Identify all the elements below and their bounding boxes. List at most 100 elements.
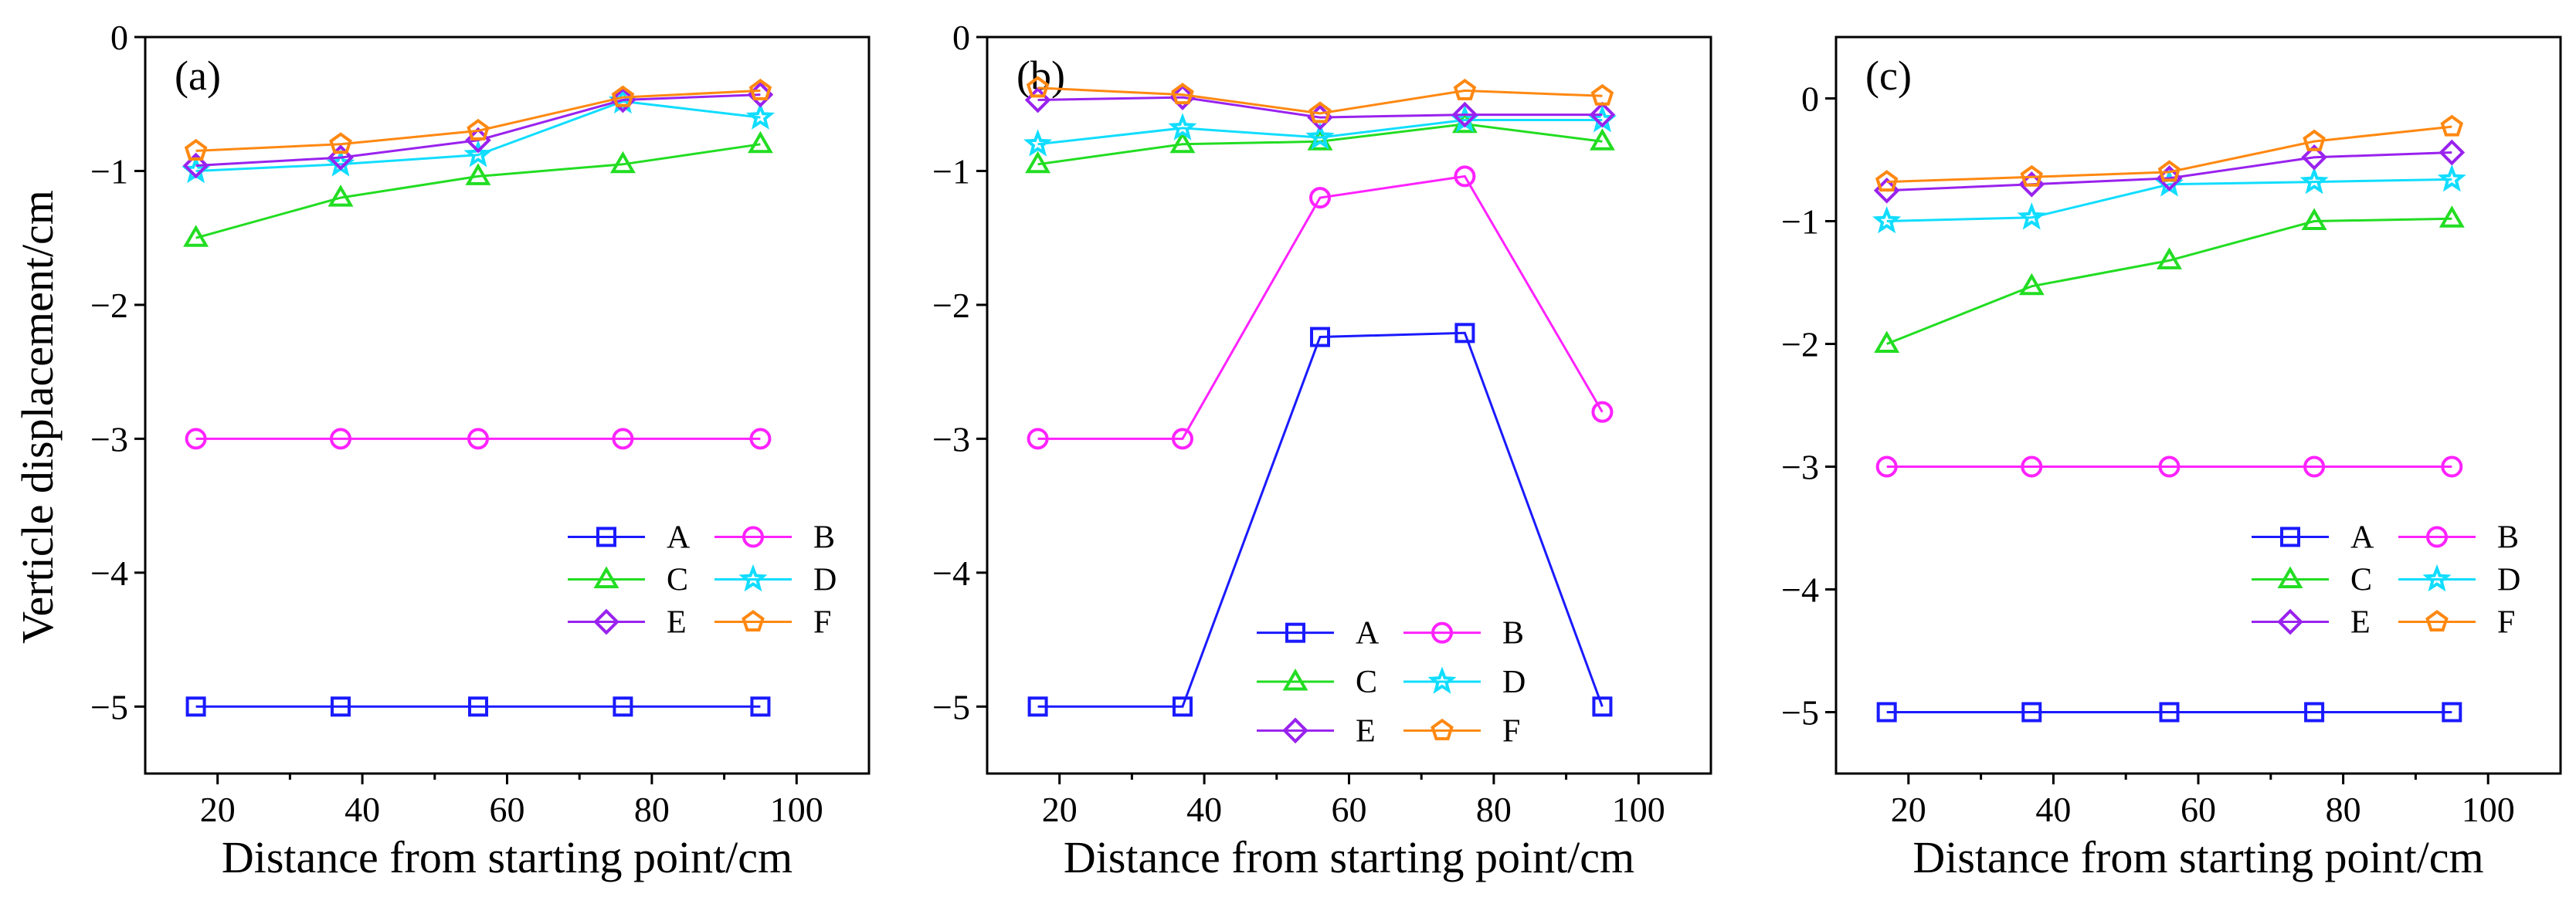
chart-panel: 20 40 60 80 100 0 −1 −2 −3 −4 −5 Distance from star… [90,18,871,882]
legend-entry: A [2252,520,2374,556]
y-tick-label: −5 [90,687,128,726]
data-point [749,428,772,450]
legend-marker [742,526,764,548]
data-point [2018,273,2045,296]
series-line [195,143,761,239]
legend-marker [2277,566,2303,588]
y-tick-label: −1 [932,151,970,191]
y-tick-label: −4 [932,554,970,593]
legend-entry: B [714,520,835,556]
series-F [184,78,772,161]
data-point [183,225,209,247]
y-tick-label: 0 [110,18,128,57]
series-F [1026,76,1614,124]
legend-entry: C [1257,665,1377,700]
data-point [329,132,352,154]
x-tick-label: 20 [1891,790,1926,829]
legend-entry: F [2398,605,2515,641]
x-tick-label: 80 [2326,790,2361,829]
data-point [463,139,493,168]
legend-marker [1431,621,1453,644]
data-point [1874,330,1900,353]
legend-label: D [2497,563,2520,598]
data-point [467,118,490,141]
legend-marker [1282,669,1308,691]
data-point [609,151,636,174]
data-point [330,696,351,717]
data-point [2021,702,2042,723]
data-point [1309,187,1332,209]
legend-marker [593,608,619,635]
data-point [612,428,634,450]
data-point [2157,247,2182,269]
data-point [1451,101,1478,128]
y-tick-label: −2 [1781,325,1819,364]
x-tick-label: 80 [634,790,670,829]
legend-marker [2426,526,2448,548]
series-line [1886,125,2452,184]
data-point [329,428,351,450]
data-point [1454,323,1475,344]
legend-entry: F [1403,713,1520,749]
data-point [1592,696,1613,717]
data-point [328,144,354,171]
series-C [1874,205,2465,353]
data-point [1171,428,1193,450]
data-point [2301,144,2327,171]
data-point [467,428,490,450]
series-A [1027,323,1613,717]
legend: A B C D E F [2252,520,2520,641]
x-tick-label: 60 [490,790,525,829]
data-point [185,696,206,717]
series-line [1037,331,1604,708]
legend-marker [742,610,765,631]
panel-label: (a) [175,52,221,99]
data-point [2301,208,2327,230]
data-point [2439,205,2465,228]
data-point [1305,122,1335,150]
x-axis-title: Distance from starting point/cm [1064,832,1634,882]
data-point [1026,76,1050,98]
x-tick-label: 20 [1042,790,1078,829]
data-point [1027,428,1049,450]
legend: A B C D E F [1257,616,1526,749]
legend-marker [1431,718,1454,740]
data-point [2440,114,2464,137]
data-point [1590,128,1615,151]
data-point [2159,702,2180,723]
data-point [328,185,354,207]
legend-entry: B [1403,616,1524,652]
data-point [1591,401,1614,423]
series-line [1037,119,1603,146]
data-point [2437,164,2466,192]
data-point [1875,170,1899,192]
data-point [182,152,209,179]
legend-entry: C [2252,563,2372,598]
data-point [1171,83,1194,105]
series-line [1037,86,1603,115]
series-A [185,696,771,717]
data-point [1454,165,1476,188]
data-point [2439,139,2466,166]
data-point [2017,202,2046,230]
y-tick-label: −3 [90,419,128,459]
legend-entry: D [2398,563,2520,598]
legend-entry: B [2398,520,2519,556]
data-point [184,138,208,161]
data-point [1590,83,1614,106]
data-point [748,130,773,154]
data-point [1172,696,1193,717]
series-A [1876,702,2462,723]
data-point [2303,129,2326,151]
legend-marker [1427,666,1457,694]
data-point [1308,101,1332,124]
series-line [1886,151,2452,192]
y-tick-label: −5 [1781,693,1819,733]
legend-entry: C [568,563,688,598]
series-line [1886,178,2452,222]
x-tick-label: 40 [344,790,380,829]
y-tick-label: −4 [90,554,128,593]
data-point [1876,702,1897,723]
y-tick-label: −2 [90,286,128,325]
legend-label: B [1502,616,1524,652]
